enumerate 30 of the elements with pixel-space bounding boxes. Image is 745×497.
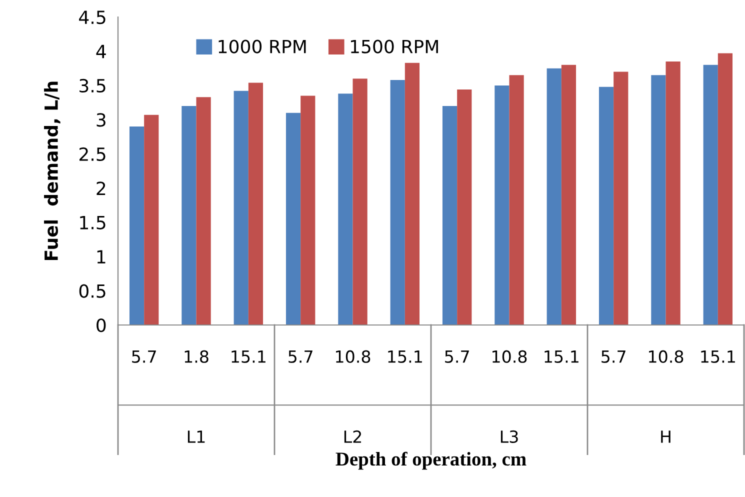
x-tick-label: 1.8 bbox=[184, 350, 208, 363]
y-tick-label: 4.5 bbox=[79, 10, 106, 24]
y-tick-label: 3 bbox=[96, 113, 106, 127]
x-tick-label: 15.1 bbox=[388, 350, 422, 363]
y-tick-label: 1 bbox=[97, 250, 106, 264]
x-tick-label: 15.1 bbox=[701, 350, 735, 363]
legend-label: 1500 RPM bbox=[351, 40, 438, 54]
y-axis-title: Fuel demand, L/h bbox=[44, 82, 60, 260]
y-tick-label: 2 bbox=[96, 182, 106, 195]
legend-label: 1000 RPM bbox=[218, 40, 306, 54]
x-tick-label: 15.1 bbox=[544, 350, 578, 363]
y-tick-label: 1.5 bbox=[80, 216, 106, 230]
text: L2 bbox=[344, 430, 362, 443]
y-tick-label: 2.5 bbox=[80, 147, 106, 162]
text: L1 bbox=[188, 430, 205, 443]
x-tick-label: 15.1 bbox=[232, 350, 266, 363]
x-axis-title: Depth of operation, cm bbox=[336, 452, 526, 470]
y-tick-label: 0 bbox=[96, 318, 106, 332]
x-tick-label: 5.7 bbox=[288, 350, 312, 363]
x-tick-label: 5.7 bbox=[602, 350, 626, 363]
x-tick-label: 10.8 bbox=[336, 350, 370, 363]
y-tick-label: 3.5 bbox=[80, 78, 106, 93]
x-tick-label: 10.8 bbox=[649, 350, 684, 363]
x-tick-label: 5.7 bbox=[132, 350, 156, 363]
x-tick-label: 10.8 bbox=[492, 350, 527, 363]
text: L3 bbox=[500, 430, 518, 443]
y-tick-label: 4 bbox=[96, 44, 106, 58]
text: H bbox=[661, 430, 670, 443]
x-tick-label: 5.7 bbox=[445, 350, 469, 363]
y-tick-label: 0.5 bbox=[79, 284, 106, 298]
